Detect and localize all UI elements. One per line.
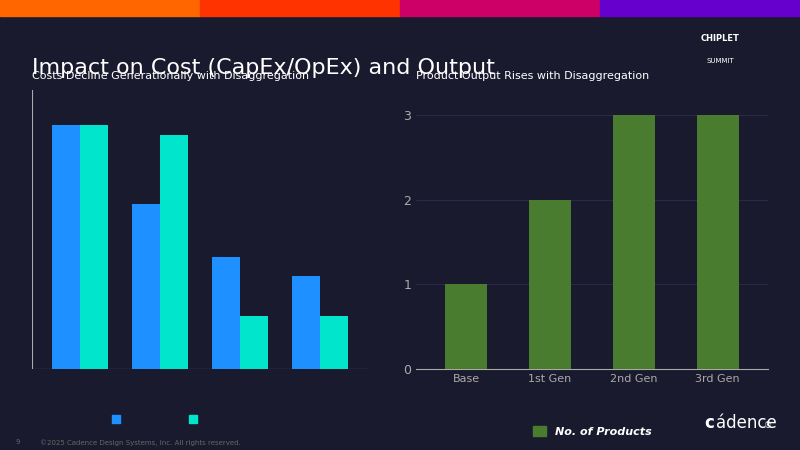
Text: SUMMIT: SUMMIT [706,58,734,64]
Bar [400,0,600,16]
Text: Product Output Rises with Disaggregation: Product Output Rises with Disaggregation [416,71,650,81]
Text: Impact on Cost (CapEx/OpEx) and Output: Impact on Cost (CapEx/OpEx) and Output [32,58,495,78]
Text: ádence: ádence [716,414,777,432]
Bar [600,0,800,16]
Text: ©2025 Cadence Design Systems, Inc. All rights reserved.: ©2025 Cadence Design Systems, Inc. All r… [40,439,241,446]
Text: CHIPLET: CHIPLET [701,34,739,43]
Text: Costs Decline Generationally with Disaggregation: Costs Decline Generationally with Disagg… [32,71,309,81]
Bar [0,0,200,16]
Bar [52,125,80,369]
Bar [240,316,268,369]
Text: ®: ® [764,421,772,430]
Bar [212,257,240,369]
Bar [132,204,160,369]
Text: c: c [704,414,714,432]
Bar [292,276,320,369]
Bar [320,316,348,369]
Bar [160,135,188,369]
Bar [697,115,738,369]
Bar [200,0,400,16]
Text: 9: 9 [16,440,21,446]
Bar [613,115,655,369]
Bar [0,0,800,32]
Legend: No. of Products: No. of Products [528,422,656,441]
Bar [446,284,487,369]
Bar [529,200,571,369]
Bar [80,125,108,369]
